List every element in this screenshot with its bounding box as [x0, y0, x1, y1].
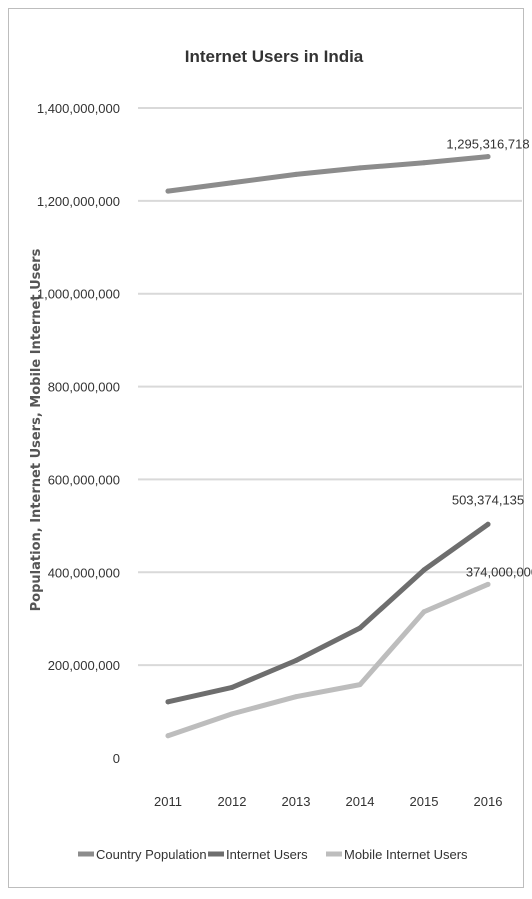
data-point — [165, 699, 171, 705]
legend-label: Country Population — [96, 847, 207, 862]
chart-title: Internet Users in India — [185, 47, 364, 66]
data-point — [485, 521, 491, 527]
y-tick-label: 1,000,000,000 — [37, 287, 120, 302]
data-label: 1,295,316,718 — [446, 137, 529, 152]
y-tick-label: 600,000,000 — [48, 472, 120, 487]
data-point — [165, 733, 171, 739]
data-point — [293, 658, 299, 663]
y-tick-label: 1,400,000,000 — [37, 101, 120, 116]
legend-label: Internet Users — [226, 847, 308, 862]
data-point — [485, 581, 491, 587]
data-point — [229, 684, 235, 690]
y-axis-ticks: 0 200,000,000 400,000,000 600,000,000 800,00… — [37, 101, 120, 766]
data-point — [229, 180, 235, 186]
series-line — [165, 154, 491, 194]
x-tick-label: 2016 — [474, 794, 503, 809]
legend-label: Mobile Internet Users — [344, 847, 468, 862]
data-point — [293, 171, 299, 177]
data-label: 503,374,135 — [452, 492, 524, 507]
y-tick-label: 800,000,000 — [48, 380, 120, 395]
data-point — [485, 154, 491, 160]
data-point — [421, 567, 427, 573]
series-line — [165, 521, 491, 705]
x-tick-label: 2013 — [282, 794, 311, 809]
data-point — [421, 160, 427, 166]
data-labels: 1,295,316,718 503,374,135 374,000,000 — [446, 137, 532, 580]
series-line — [165, 581, 491, 739]
y-axis-label: Population, Internet Users, Mobile Inter… — [29, 248, 44, 611]
data-point — [293, 694, 299, 700]
data-point — [229, 711, 235, 717]
x-axis-ticks: 2011 2012 2013 2014 2015 2016 — [154, 794, 502, 809]
series-lines — [165, 154, 491, 739]
data-point — [357, 682, 363, 688]
data-point — [421, 609, 427, 615]
x-tick-label: 2012 — [218, 794, 247, 809]
x-tick-label: 2015 — [410, 794, 439, 809]
y-tick-label: 0 — [113, 751, 120, 766]
data-point — [165, 188, 171, 194]
gridlines — [138, 107, 522, 667]
legend: Country Population Internet Users Mobile I… — [78, 847, 468, 862]
data-label: 374,000,000 — [466, 564, 532, 579]
y-tick-label: 200,000,000 — [48, 658, 120, 673]
y-tick-label: 1,200,000,000 — [37, 194, 120, 209]
data-point — [357, 165, 363, 171]
x-tick-label: 2014 — [346, 794, 375, 809]
chart-frame — [8, 8, 524, 888]
y-tick-label: 400,000,000 — [48, 565, 120, 580]
x-tick-label: 2011 — [154, 794, 182, 809]
data-point — [357, 625, 363, 631]
